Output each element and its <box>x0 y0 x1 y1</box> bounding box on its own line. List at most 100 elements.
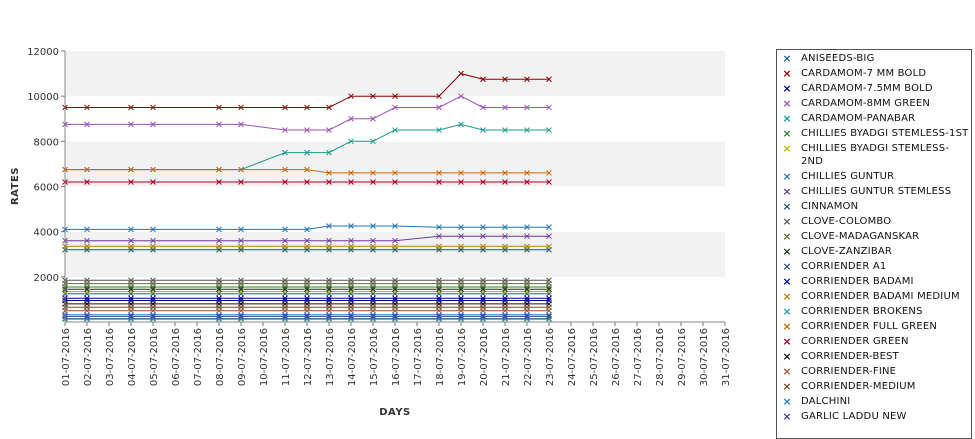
data-point <box>326 280 332 287</box>
legend-marker-icon: × <box>782 395 792 408</box>
data-point <box>524 179 530 185</box>
data-point <box>216 280 222 287</box>
data-point <box>282 104 288 111</box>
data-point <box>84 295 90 302</box>
data-point <box>348 138 354 145</box>
data-point <box>304 149 310 156</box>
legend-marker-icon: × <box>782 290 792 303</box>
data-point <box>150 286 156 293</box>
data-point <box>370 179 376 185</box>
data-point <box>436 288 442 295</box>
data-point <box>392 237 398 244</box>
legend-marker-icon: × <box>782 127 792 140</box>
data-point <box>238 304 244 311</box>
data-point <box>348 115 354 122</box>
data-point <box>392 290 398 297</box>
data-point <box>128 104 134 111</box>
background-band <box>65 96 725 142</box>
legend-label: DALCHINI <box>801 396 851 407</box>
data-point <box>282 286 288 293</box>
data-point <box>348 286 354 293</box>
x-tick-label: 11-07-2016 <box>281 328 292 386</box>
data-point <box>216 166 222 173</box>
data-point <box>238 288 244 295</box>
data-point <box>326 170 332 176</box>
data-point <box>524 127 530 133</box>
legend-item: × CHILLIES BYADGI STEMLESS-2ND <box>777 141 971 169</box>
data-point <box>370 286 376 293</box>
background-band <box>65 51 725 97</box>
legend-item: × CORRIENDER BROKENS <box>777 304 971 319</box>
data-point <box>150 304 156 311</box>
data-point <box>546 104 552 111</box>
data-point <box>216 121 222 128</box>
data-point <box>502 243 508 250</box>
x-tick-label: 07-07-2016 <box>193 328 204 386</box>
x-tick-label: 13-07-2016 <box>325 328 336 386</box>
data-point <box>546 304 552 311</box>
data-point <box>282 179 288 185</box>
x-tick-label: 20-07-2016 <box>479 328 490 386</box>
legend-marker-icon: × <box>782 305 792 318</box>
legend-label: CORRIENDER A1 <box>801 261 887 272</box>
series-line <box>65 95 549 131</box>
legend-label: CLOVE-ZANZIBAR <box>801 246 893 257</box>
data-point <box>458 224 464 231</box>
data-point <box>458 311 464 318</box>
data-point <box>436 224 442 231</box>
data-point <box>304 288 310 295</box>
data-point <box>348 295 354 302</box>
legend-item: × CLOVE-ZANZIBAR <box>777 244 971 259</box>
data-point <box>480 224 486 231</box>
data-point <box>392 304 398 311</box>
data-point <box>216 286 222 293</box>
data-point <box>524 304 530 311</box>
data-point <box>348 243 354 250</box>
data-point <box>480 290 486 297</box>
data-point <box>480 104 486 111</box>
legend-item: × CORRIENDER-MEDIUM <box>777 379 971 394</box>
x-tick-label: 31-07-2016 <box>721 328 732 386</box>
data-point <box>524 170 530 176</box>
data-point <box>150 288 156 295</box>
data-point <box>326 104 332 111</box>
data-point <box>84 288 90 295</box>
data-point <box>546 243 552 250</box>
y-tick-label: 8000 <box>34 137 59 148</box>
data-point <box>370 93 376 100</box>
data-point <box>524 313 530 320</box>
x-tick-label: 23-07-2016 <box>545 328 556 386</box>
legend-marker-icon: × <box>782 142 792 155</box>
data-point <box>304 237 310 244</box>
data-point <box>480 76 486 83</box>
legend-label: CARDAMOM-7.5MM BOLD <box>801 83 933 94</box>
data-point <box>238 311 244 318</box>
data-point <box>326 290 332 297</box>
data-point <box>304 304 310 311</box>
data-point <box>216 226 222 233</box>
data-point <box>502 304 508 311</box>
data-point <box>150 226 156 233</box>
legend-item: × CORRIENDER BADAMI MEDIUM <box>777 289 971 304</box>
data-point <box>84 290 90 297</box>
data-point <box>502 127 508 133</box>
data-point <box>326 311 332 318</box>
data-point <box>150 290 156 297</box>
data-point <box>502 280 508 287</box>
background-band <box>65 231 725 277</box>
data-point <box>238 313 244 320</box>
legend-item: × CHILLIES GUNTUR <box>777 169 971 184</box>
legend-label: CORRIENDER-MEDIUM <box>801 381 916 392</box>
data-point <box>150 243 156 250</box>
legend-label: CLOVE-MADAGANSKAR <box>801 231 920 242</box>
data-point <box>326 237 332 244</box>
data-point <box>458 93 464 100</box>
data-point <box>458 70 464 77</box>
data-point <box>84 179 90 185</box>
legend-label: CORRIENDER-FINE <box>801 366 897 377</box>
data-point <box>348 237 354 244</box>
data-point <box>348 280 354 287</box>
data-point <box>370 311 376 318</box>
series-lines <box>65 73 549 320</box>
data-point <box>546 179 552 185</box>
